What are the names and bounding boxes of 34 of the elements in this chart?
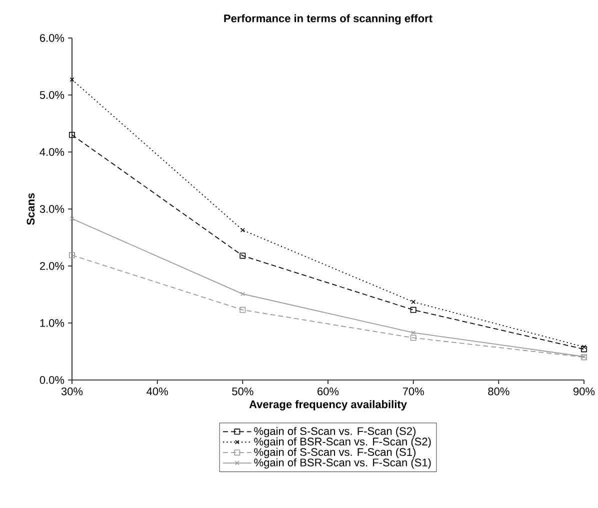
y-tick-label: 0.0% — [40, 376, 64, 384]
y-axis-title: Scans — [26, 193, 35, 225]
legend-label: %gain of S-Scan vs. F-Scan (S2) — [254, 426, 416, 438]
point — [70, 77, 74, 82]
x-tick-label: 50% — [232, 387, 254, 396]
point — [411, 330, 416, 335]
point — [240, 292, 245, 296]
point — [582, 344, 586, 350]
point — [240, 228, 245, 232]
x-axis-title: Average frequency availability — [249, 400, 407, 410]
point — [411, 300, 416, 304]
x-tick-label: 40% — [146, 387, 168, 396]
point — [410, 334, 416, 341]
point — [240, 252, 246, 259]
x-tick-label: 70% — [402, 387, 424, 396]
x-tick-label: 60% — [318, 387, 339, 396]
legend-label: %gain of S-Scan vs. F-Scan (S1) — [254, 448, 416, 458]
point — [410, 306, 416, 313]
x-tick-label: 90% — [574, 387, 595, 396]
y-tick-label: 6.0% — [40, 34, 64, 42]
point — [69, 132, 75, 138]
y-tick-label: 4.0% — [40, 148, 64, 156]
point — [240, 306, 246, 313]
x-tick-label: 30% — [61, 387, 83, 396]
legend-label: %gain of BSR-Scan vs. F-Scan (S2) — [254, 437, 431, 448]
point — [581, 346, 587, 352]
y-tick-label: 5.0% — [40, 91, 64, 99]
y-tick-label: 3.0% — [40, 205, 64, 213]
point — [69, 252, 75, 258]
y-tick-label: 1.0% — [40, 319, 64, 327]
legend-label: %gain of BSR-Scan vs. F-Scan (S1) — [254, 458, 431, 469]
chart-title: Performance in terms of scanning effort — [224, 14, 432, 25]
x-tick-label: 80% — [488, 387, 510, 396]
y-tick-label: 2.0% — [40, 262, 64, 270]
